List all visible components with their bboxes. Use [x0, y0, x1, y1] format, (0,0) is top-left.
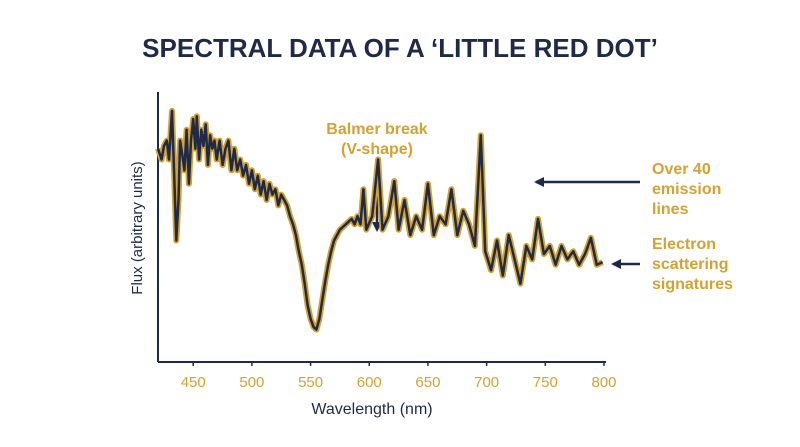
x-tick-label: 450	[181, 374, 206, 391]
x-axis-label: Wavelength (nm)	[311, 401, 432, 418]
x-tick-label: 550	[298, 374, 323, 391]
x-tick-label: 800	[591, 374, 616, 391]
annotation: lines	[652, 201, 689, 218]
annotation: emission	[652, 181, 721, 198]
x-tick-label: 750	[533, 374, 558, 391]
x-tick-label: 700	[474, 374, 499, 391]
annotation: signatures	[652, 276, 733, 293]
annotation: Over 40	[652, 161, 711, 178]
annotation: Electron	[652, 236, 716, 253]
x-tick-label: 500	[239, 374, 264, 391]
x-tick-label: 600	[357, 374, 382, 391]
annotation: Balmer break	[326, 121, 427, 138]
annotation: scattering	[652, 256, 728, 273]
line	[156, 109, 604, 331]
annotation: (V-shape)	[341, 141, 413, 158]
x-tick-label: 650	[415, 374, 440, 391]
chart-title: SPECTRAL DATA OF A ‘LITTLE RED DOT’	[142, 33, 658, 63]
y-axis-label: Flux (arbitrary units)	[129, 161, 146, 294]
